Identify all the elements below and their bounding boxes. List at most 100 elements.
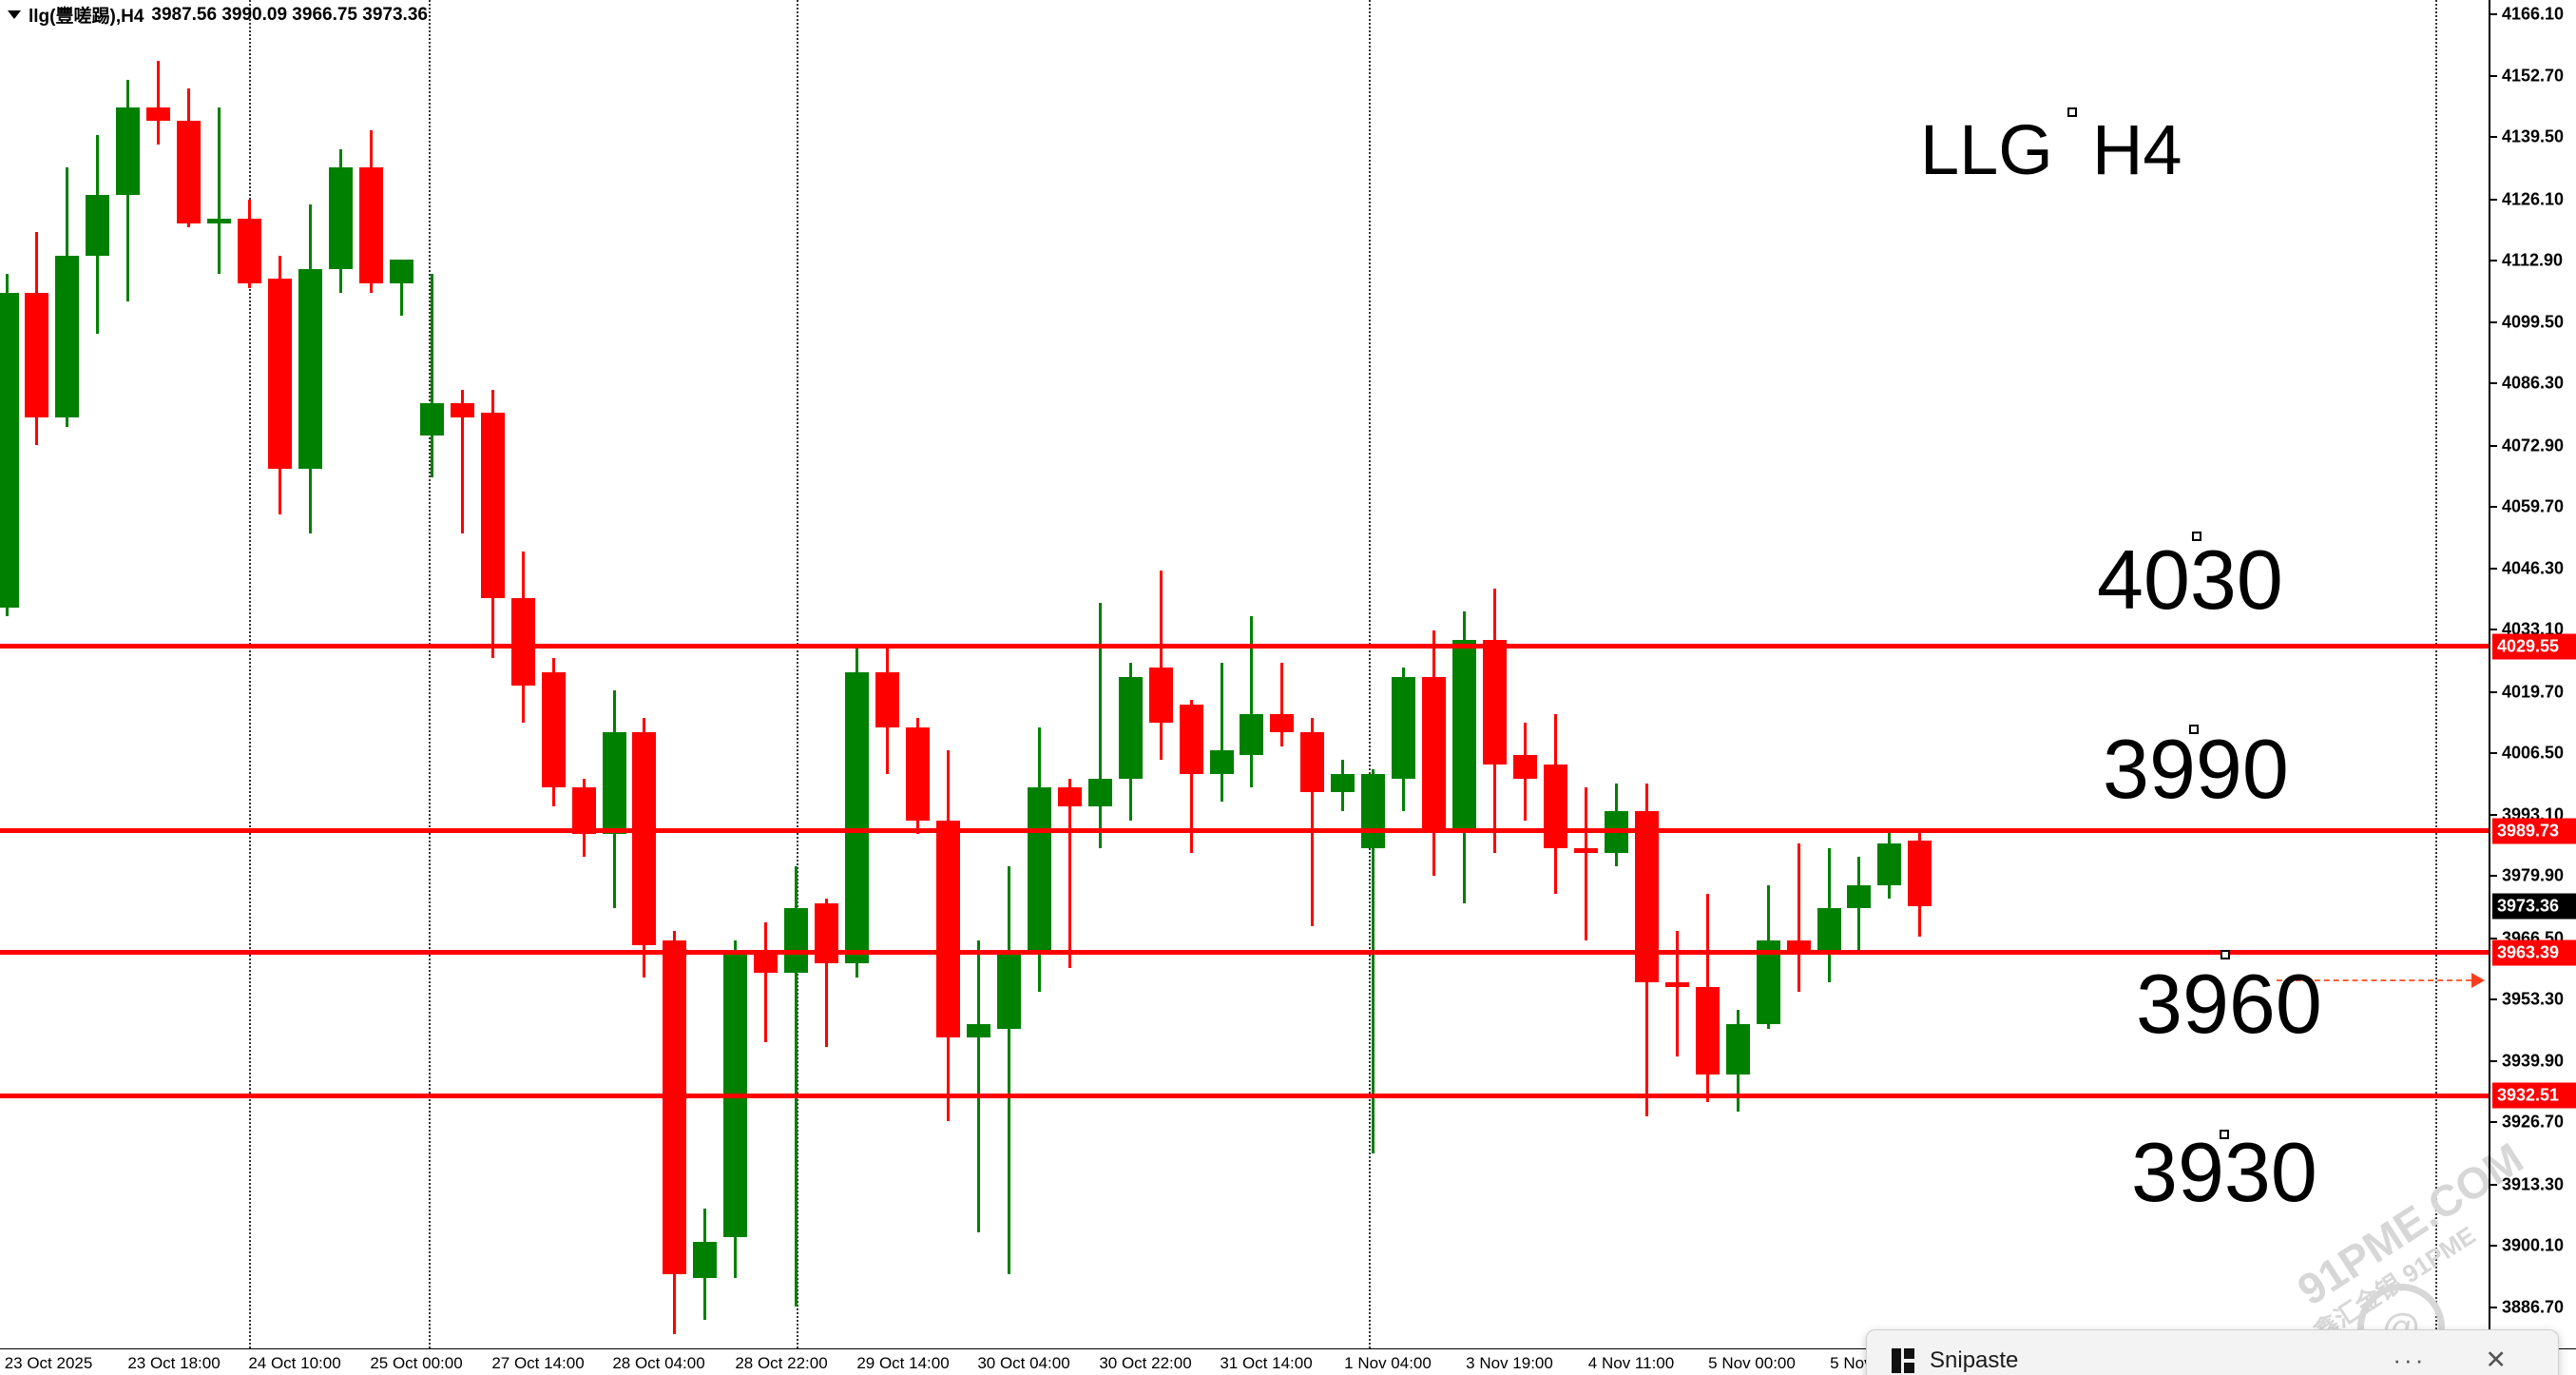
candle bbox=[1664, 981, 1689, 987]
price-axis-tick bbox=[2490, 198, 2497, 201]
time-axis-label: 30 Oct 22:00 bbox=[1099, 1354, 1192, 1372]
price-axis-label: 4046.30 bbox=[2502, 558, 2565, 578]
price-axis-tick bbox=[2490, 751, 2497, 754]
candle bbox=[510, 597, 535, 687]
candle-wick bbox=[460, 389, 464, 533]
price-axis-tick bbox=[2490, 136, 2497, 139]
candle bbox=[1027, 787, 1051, 955]
candle bbox=[55, 255, 80, 417]
price-axis-tick bbox=[2490, 937, 2497, 939]
candle-wick bbox=[1311, 718, 1315, 927]
price-axis-label: 4086.30 bbox=[2502, 373, 2565, 393]
candle bbox=[1847, 884, 1872, 908]
time-axis-label: 29 Oct 14:00 bbox=[856, 1354, 950, 1372]
candle-wick bbox=[976, 940, 980, 1232]
candle bbox=[1543, 765, 1567, 848]
price-axis-label: 4139.50 bbox=[2502, 126, 2565, 146]
price-tag-current: 3973.36 bbox=[2492, 893, 2576, 920]
candle bbox=[966, 1023, 990, 1038]
price-axis[interactable]: 4166.10 4152.70 4139.50 4126.10 4112.90 4099.… bbox=[2489, 0, 2576, 1375]
candle bbox=[935, 820, 960, 1038]
candle bbox=[1331, 773, 1355, 793]
chart-title-bar: llg(豐嗟踢),H4 3987.56 3990.09 3966.75 3973… bbox=[8, 2, 428, 28]
price-axis-tick bbox=[2490, 1183, 2497, 1186]
candle-wick bbox=[430, 274, 433, 478]
price-axis-tick bbox=[2490, 259, 2497, 261]
candle bbox=[298, 269, 322, 469]
candle bbox=[328, 167, 353, 270]
candle-wick bbox=[795, 866, 798, 1307]
candle-wick bbox=[1067, 778, 1071, 969]
price-axis-tick bbox=[2490, 568, 2497, 571]
candle bbox=[177, 121, 202, 223]
candle bbox=[450, 403, 474, 417]
chart-plot-area: LLG H4 4030 3990 3960 3930 bbox=[0, 0, 2489, 1348]
period-separator-line bbox=[797, 0, 798, 1348]
price-axis-tick bbox=[2490, 382, 2497, 385]
candle bbox=[1179, 704, 1203, 774]
price-axis-tick bbox=[2490, 629, 2497, 631]
symbol-dropdown-icon[interactable] bbox=[8, 10, 21, 19]
annotation-anchor-dot bbox=[2067, 107, 2077, 117]
candle bbox=[996, 954, 1021, 1029]
candle bbox=[389, 260, 413, 283]
text-annotation: LLG H4 bbox=[1920, 110, 2182, 189]
price-arrow-head-icon bbox=[2471, 973, 2485, 988]
price-tag-level: 3963.39 bbox=[2492, 939, 2576, 966]
price-axis-label: 4006.50 bbox=[2502, 743, 2565, 763]
candle bbox=[480, 413, 505, 598]
candle-wick bbox=[1098, 602, 1102, 848]
time-axis-label: 30 Oct 04:00 bbox=[977, 1354, 1070, 1372]
time-axis-label: 24 Oct 10:00 bbox=[248, 1354, 341, 1372]
candle bbox=[207, 218, 232, 223]
support-resistance-line bbox=[0, 828, 2489, 834]
candle bbox=[1573, 847, 1598, 853]
price-tag-level: 3932.51 bbox=[2492, 1082, 2576, 1109]
price-axis-tick bbox=[2490, 875, 2497, 878]
candle bbox=[0, 292, 19, 608]
price-axis-tick bbox=[2490, 1244, 2497, 1247]
time-axis-label: 23 Oct 2025 bbox=[4, 1354, 93, 1372]
candle-wick bbox=[1584, 787, 1587, 941]
price-axis-label: 3939.90 bbox=[2502, 1051, 2565, 1071]
candle bbox=[1452, 639, 1477, 830]
support-resistance-line bbox=[0, 644, 2489, 649]
candle bbox=[1392, 676, 1416, 779]
period-separator-line bbox=[1369, 0, 1371, 1348]
price-axis-label: 3900.10 bbox=[2502, 1235, 2565, 1255]
price-tag-level: 3989.73 bbox=[2492, 818, 2576, 844]
candle bbox=[116, 107, 141, 196]
text-annotation: 4030 bbox=[2097, 533, 2283, 627]
support-resistance-line bbox=[0, 1093, 2489, 1098]
candle bbox=[1300, 732, 1325, 793]
toast-more-options-icon[interactable]: ··· bbox=[2393, 1346, 2427, 1374]
candle-wick bbox=[1675, 931, 1679, 1056]
price-axis-tick bbox=[2490, 690, 2497, 693]
period-separator-line bbox=[2435, 0, 2437, 1348]
candle bbox=[1908, 841, 1932, 907]
time-axis-label: 5 Nov 00:00 bbox=[1708, 1354, 1796, 1372]
candle bbox=[875, 671, 900, 728]
price-axis-tick bbox=[2490, 1121, 2497, 1124]
annotation-anchor-dot bbox=[2220, 1130, 2229, 1139]
text-annotation: 3930 bbox=[2131, 1125, 2317, 1219]
price-axis-tick bbox=[2490, 1060, 2497, 1063]
ohlc-readout: 3987.56 3990.09 3966.75 3973.36 bbox=[151, 4, 428, 25]
candle bbox=[238, 218, 262, 283]
toast-app-name: Snipaste bbox=[1930, 1346, 2019, 1373]
candle bbox=[1118, 676, 1143, 779]
price-axis-tick bbox=[2490, 505, 2497, 508]
price-axis-label: 4059.70 bbox=[2502, 496, 2565, 516]
candle bbox=[1725, 1023, 1750, 1075]
candle-wick bbox=[218, 107, 221, 275]
toast-close-icon[interactable]: ✕ bbox=[2485, 1346, 2507, 1375]
time-axis-label: 23 Oct 18:00 bbox=[127, 1354, 221, 1372]
candle-wick bbox=[1189, 699, 1193, 853]
price-axis-label: 4072.90 bbox=[2502, 436, 2565, 455]
candle-wick bbox=[157, 61, 161, 145]
snipaste-notification-toast[interactable]: Snipaste ··· ✕ bbox=[1866, 1329, 2559, 1375]
candle bbox=[632, 732, 657, 945]
price-axis-label: 3953.30 bbox=[2502, 989, 2565, 1009]
candle-wick bbox=[1220, 663, 1223, 803]
price-axis-tick bbox=[2490, 1307, 2497, 1309]
